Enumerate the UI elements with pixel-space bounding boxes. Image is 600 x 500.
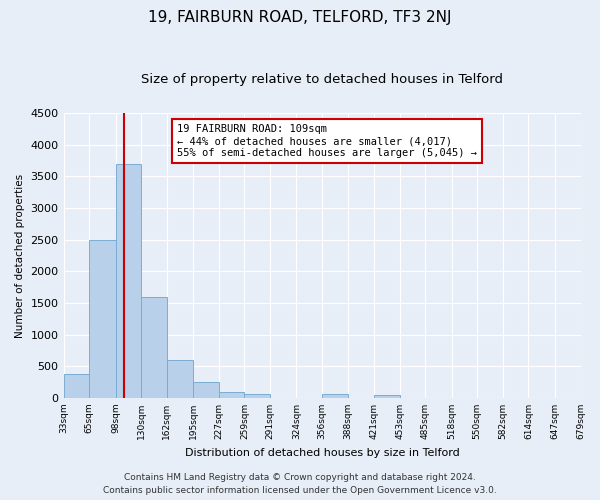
Text: 19, FAIRBURN ROAD, TELFORD, TF3 2NJ: 19, FAIRBURN ROAD, TELFORD, TF3 2NJ [148,10,452,25]
Text: 19 FAIRBURN ROAD: 109sqm
← 44% of detached houses are smaller (4,017)
55% of sem: 19 FAIRBURN ROAD: 109sqm ← 44% of detach… [177,124,477,158]
Bar [64,374,89,398]
Y-axis label: Number of detached properties: Number of detached properties [15,174,25,338]
Bar [89,240,116,398]
Bar [374,396,400,398]
Bar [322,394,347,398]
X-axis label: Distribution of detached houses by size in Telford: Distribution of detached houses by size … [185,448,460,458]
Bar [193,382,219,398]
Bar [219,392,244,398]
Bar [141,296,167,398]
Text: Contains HM Land Registry data © Crown copyright and database right 2024.
Contai: Contains HM Land Registry data © Crown c… [103,474,497,495]
Bar [244,394,270,398]
Bar [116,164,141,398]
Title: Size of property relative to detached houses in Telford: Size of property relative to detached ho… [141,72,503,86]
Bar [167,360,193,398]
